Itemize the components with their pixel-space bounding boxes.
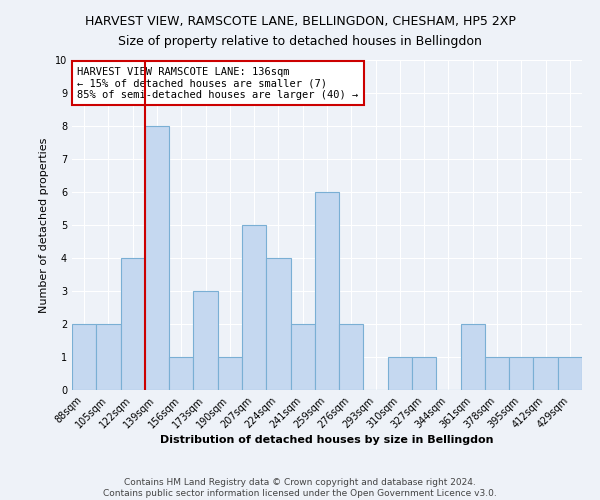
Bar [339,324,364,390]
Text: HARVEST VIEW, RAMSCOTE LANE, BELLINGDON, CHESHAM, HP5 2XP: HARVEST VIEW, RAMSCOTE LANE, BELLINGDON,… [85,15,515,28]
Bar [218,357,242,390]
Bar [72,324,96,390]
Text: HARVEST VIEW RAMSCOTE LANE: 136sqm
← 15% of detached houses are smaller (7)
85% : HARVEST VIEW RAMSCOTE LANE: 136sqm ← 15%… [77,66,358,100]
Bar [509,357,533,390]
Text: Size of property relative to detached houses in Bellingdon: Size of property relative to detached ho… [118,35,482,48]
Bar [412,357,436,390]
Bar [388,357,412,390]
Bar [266,258,290,390]
Bar [169,357,193,390]
Bar [290,324,315,390]
Bar [96,324,121,390]
Bar [485,357,509,390]
Bar [121,258,145,390]
Bar [461,324,485,390]
Bar [533,357,558,390]
Text: Contains HM Land Registry data © Crown copyright and database right 2024.
Contai: Contains HM Land Registry data © Crown c… [103,478,497,498]
Y-axis label: Number of detached properties: Number of detached properties [40,138,49,312]
Bar [242,225,266,390]
X-axis label: Distribution of detached houses by size in Bellingdon: Distribution of detached houses by size … [160,436,494,446]
Bar [558,357,582,390]
Bar [145,126,169,390]
Bar [315,192,339,390]
Bar [193,291,218,390]
